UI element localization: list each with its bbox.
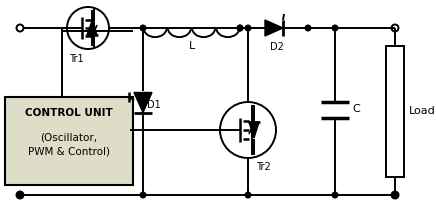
Text: Tr1: Tr1 (69, 54, 83, 64)
Polygon shape (265, 20, 283, 36)
Polygon shape (87, 21, 97, 35)
Polygon shape (134, 92, 152, 112)
Circle shape (245, 192, 251, 198)
Circle shape (140, 192, 146, 198)
Circle shape (140, 25, 146, 31)
Circle shape (392, 192, 398, 198)
Circle shape (237, 25, 243, 31)
Circle shape (332, 25, 338, 31)
Text: C: C (352, 105, 360, 115)
Text: PWM & Control): PWM & Control) (28, 147, 110, 157)
Circle shape (17, 192, 23, 198)
Text: (Oscillator,: (Oscillator, (41, 132, 98, 142)
Text: L: L (188, 41, 194, 51)
Bar (386, 46, 404, 177)
Circle shape (237, 25, 243, 31)
Circle shape (332, 192, 338, 198)
Circle shape (305, 25, 311, 31)
Bar (5, 97, 133, 185)
Circle shape (245, 25, 251, 31)
Text: D1: D1 (147, 100, 161, 110)
Text: Tr2: Tr2 (256, 162, 271, 172)
Text: D2: D2 (270, 42, 284, 52)
Text: CONTROL UNIT: CONTROL UNIT (25, 108, 113, 118)
Polygon shape (249, 122, 259, 138)
Text: Load: Load (409, 107, 436, 117)
